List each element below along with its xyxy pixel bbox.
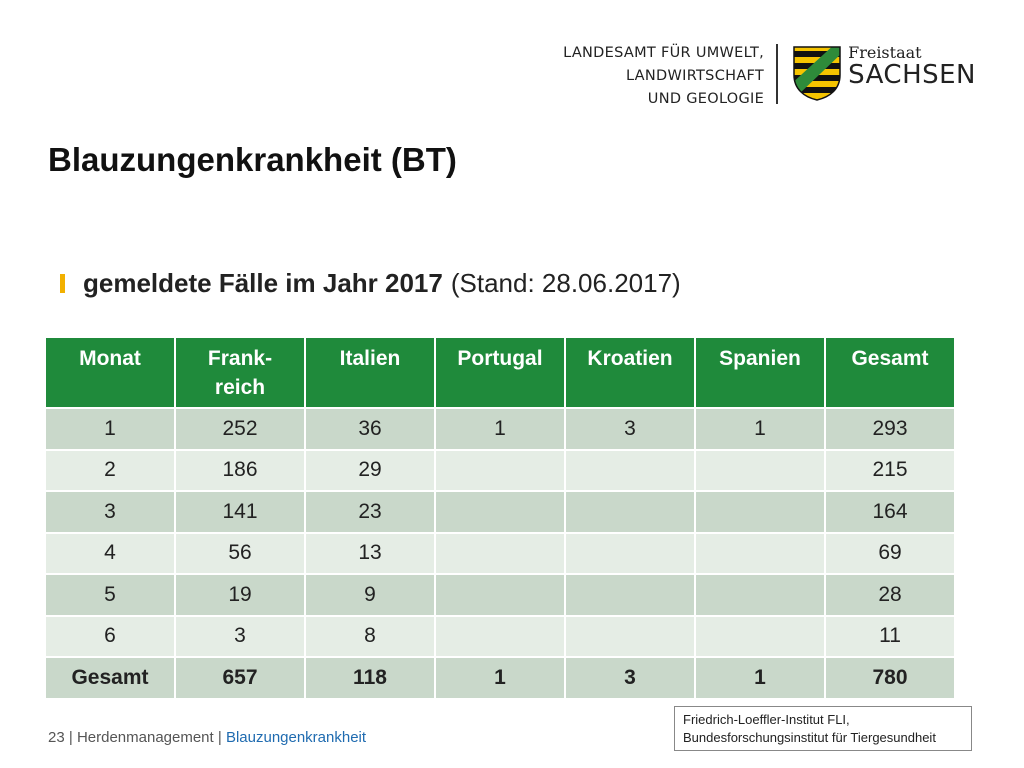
state-name-small: Freistaat xyxy=(848,43,922,62)
table-cell: 4 xyxy=(44,531,176,575)
col-header-monat: Monat xyxy=(44,336,176,409)
table-cell xyxy=(434,531,566,575)
table-cell: 2 xyxy=(44,448,176,492)
table-row: 6 3 8 11 xyxy=(44,614,956,658)
source-line-2: Bundesforschungsinstitut für Tiergesundh… xyxy=(683,730,936,745)
table-header-row: Monat Frank- reich Italien Portugal Kroa… xyxy=(44,336,956,409)
agency-line-1: LANDESAMT FÜR UMWELT, xyxy=(563,45,765,61)
table-cell xyxy=(564,573,696,617)
agency-line-2: LANDWIRTSCHAFT xyxy=(625,68,765,84)
table-cell xyxy=(434,614,566,658)
table-row: 5 19 9 28 xyxy=(44,573,956,617)
col-header-kroatien: Kroatien xyxy=(564,336,696,409)
page-title: Blauzungenkrankheit (BT) xyxy=(48,141,457,178)
table-cell xyxy=(694,573,826,617)
table-cell: 5 xyxy=(44,573,176,617)
col-header-frankreich: Frank- reich xyxy=(174,336,306,409)
table-row: 2 186 29 215 xyxy=(44,448,956,492)
table-cell: 780 xyxy=(824,656,956,700)
table-cell xyxy=(564,490,696,534)
bullet-point: gemeldete Fälle im Jahr 2017 (Stand: 28.… xyxy=(60,268,681,299)
table-cell: 1 xyxy=(694,407,826,451)
table-cell: 118 xyxy=(304,656,436,700)
state-name: Freistaat SACHSEN xyxy=(848,44,976,89)
table-cell xyxy=(694,490,826,534)
agency-line-3: UND GEOLOGIE xyxy=(647,91,765,107)
table-cell: 1 xyxy=(694,656,826,700)
table-row: 3 141 23 164 xyxy=(44,490,956,534)
footer-topic: Blauzungenkrankheit xyxy=(225,729,367,746)
state-name-big: SACHSEN xyxy=(848,60,976,90)
source-box: Friedrich-Loeffler-Institut FLI, Bundesf… xyxy=(674,706,972,751)
table-cell: 3 xyxy=(44,490,176,534)
col-header-spanien: Spanien xyxy=(694,336,826,409)
table-cell: 9 xyxy=(304,573,436,617)
table-cell xyxy=(434,573,566,617)
table-cell: 1 xyxy=(44,407,176,451)
bullet-marker-icon xyxy=(60,274,65,293)
table-row: 1 252 36 1 3 1 293 xyxy=(44,407,956,451)
table-cell: 215 xyxy=(824,448,956,492)
table-cell: 252 xyxy=(174,407,306,451)
page-number: 23 xyxy=(48,729,65,746)
table-cell: 6 xyxy=(44,614,176,658)
table-cell xyxy=(564,531,696,575)
table-cell: 293 xyxy=(824,407,956,451)
cases-table: Monat Frank- reich Italien Portugal Kroa… xyxy=(44,336,956,700)
table-cell xyxy=(694,614,826,658)
table-cell: 1 xyxy=(434,407,566,451)
table-cell: 164 xyxy=(824,490,956,534)
table-cell: 1 xyxy=(434,656,566,700)
table-cell xyxy=(564,614,696,658)
footer-separator: | xyxy=(68,729,73,746)
col-header-gesamt: Gesamt xyxy=(824,336,956,409)
table-cell: 29 xyxy=(304,448,436,492)
source-line-1: Friedrich-Loeffler-Institut FLI, xyxy=(683,712,850,727)
bullet-text-date: (Stand: 28.06.2017) xyxy=(450,268,681,298)
table-cell xyxy=(564,448,696,492)
footer-section: Herdenmanagement xyxy=(76,729,214,746)
table-row: 4 56 13 69 xyxy=(44,531,956,575)
table-cell: 56 xyxy=(174,531,306,575)
footer-separator: | xyxy=(217,729,222,746)
agency-name: LANDESAMT FÜR UMWELT, LANDWIRTSCHAFT UND… xyxy=(563,42,776,111)
table-cell: 8 xyxy=(304,614,436,658)
table-total-row: Gesamt 657 118 1 3 1 780 xyxy=(44,656,956,700)
table-cell: Gesamt xyxy=(44,656,176,700)
col-header-italien: Italien xyxy=(304,336,436,409)
saxony-crest-icon xyxy=(793,46,841,101)
table-cell: 11 xyxy=(824,614,956,658)
table-cell: 141 xyxy=(174,490,306,534)
table-cell: 69 xyxy=(824,531,956,575)
table-cell: 19 xyxy=(174,573,306,617)
footer: 23 | Herdenmanagement | Blauzungenkrankh… xyxy=(48,729,366,746)
table-cell: 3 xyxy=(564,656,696,700)
table-cell: 3 xyxy=(564,407,696,451)
table-cell: 28 xyxy=(824,573,956,617)
table-cell xyxy=(694,448,826,492)
table-cell xyxy=(694,531,826,575)
table-cell: 36 xyxy=(304,407,436,451)
table-cell: 657 xyxy=(174,656,306,700)
table-cell: 186 xyxy=(174,448,306,492)
table-cell xyxy=(434,448,566,492)
table-cell xyxy=(434,490,566,534)
col-header-portugal: Portugal xyxy=(434,336,566,409)
table-cell: 13 xyxy=(304,531,436,575)
table-cell: 23 xyxy=(304,490,436,534)
logo-divider xyxy=(776,44,779,104)
bullet-text-bold: gemeldete Fälle im Jahr 2017 xyxy=(83,268,443,298)
table-cell: 3 xyxy=(174,614,306,658)
header-logos: LANDESAMT FÜR UMWELT, LANDWIRTSCHAFT UND… xyxy=(563,44,976,111)
